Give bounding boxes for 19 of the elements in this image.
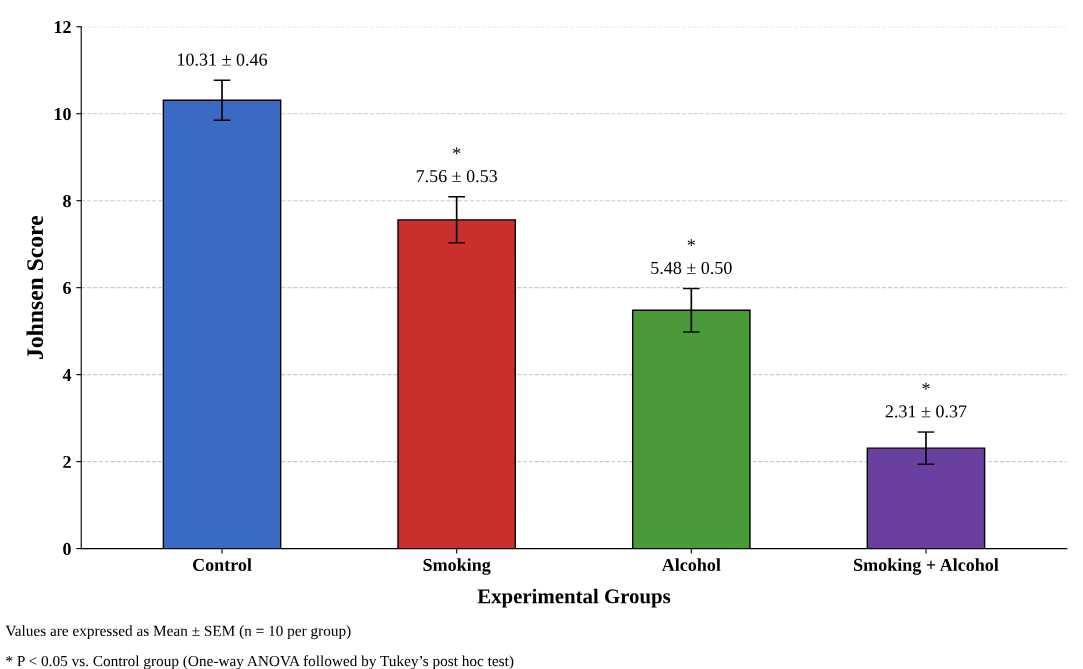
text: * P < 0.05 vs. Control group (One-way ANOVA followed by Tukey’s post hoc test)	[6, 655, 514, 669]
y-tick-label: 12	[54, 21, 71, 34]
data-label: 10.31 ± 0.46	[178, 53, 268, 66]
text: Values are expressed as Mean ± SEM (n = 10 per group)	[5, 625, 351, 640]
y-tick-label: 6	[63, 281, 71, 295]
x-tick-label: Smoking	[423, 558, 491, 575]
y-tick-label: 4	[62, 369, 72, 381]
data-label: * 7.56 ± 0.53	[416, 147, 498, 183]
x-tick-label: Alcohol	[661, 558, 721, 572]
y-tick-label: 0	[63, 542, 71, 556]
x-axis-title: Experimental Groups	[477, 588, 671, 608]
y-tick-label: 8	[63, 194, 71, 208]
y-tick-label: 10	[54, 107, 71, 121]
data-label: * 5.48 ± 0.50	[651, 239, 732, 275]
y-tick-label: 2	[63, 455, 71, 468]
x-tick-label: Control	[192, 558, 252, 572]
data-label: * 2.31 ± 0.37	[885, 382, 967, 418]
x-tick-label: Smoking + Alcohol	[854, 558, 999, 575]
y-axis-title: Johnsen Score	[26, 216, 44, 359]
